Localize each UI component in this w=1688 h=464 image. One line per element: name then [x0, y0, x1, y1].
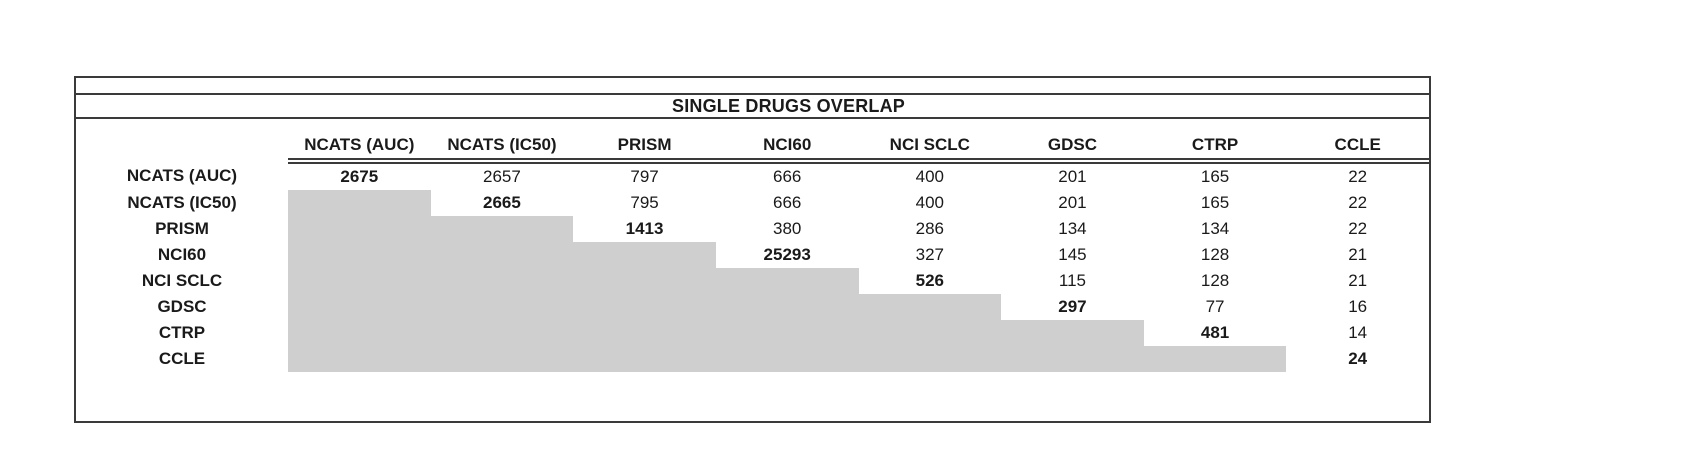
table-row-nci60: NCI60 25293 327 145 128 21: [76, 242, 1429, 268]
matrix-header-row: NCATS (AUC) NCATS (IC50) PRISM NCI60 NCI SCL…: [76, 131, 1429, 164]
matrix-body: NCATS (AUC) 2675 2657 797 666 400 201 165 22 NCAT…: [76, 161, 1429, 372]
matrix-cell: 22: [1348, 219, 1368, 238]
overlap-matrix: NCATS (AUC) NCATS (IC50) PRISM NCI60 NCI SCL…: [76, 131, 1429, 372]
empty-top-band: [76, 78, 1429, 95]
matrix-cell: [858, 294, 1002, 320]
matrix-cell: 2675: [340, 167, 379, 186]
matrix-cell: 666: [773, 167, 802, 186]
matrix-cell: [288, 216, 431, 242]
column-header-nci-sclc: NCI SCLC: [858, 131, 1002, 164]
matrix-cell: 115: [1058, 271, 1086, 290]
matrix-cell: 400: [915, 193, 944, 212]
matrix-cell: [858, 346, 1002, 372]
matrix-cell: [430, 294, 574, 320]
matrix-cell: [715, 294, 859, 320]
matrix-cell: [573, 320, 716, 346]
matrix-cell: [288, 320, 431, 346]
column-header-ncats-ic50: NCATS (IC50): [430, 131, 574, 164]
matrix-cell: 77: [1205, 297, 1225, 316]
matrix-cell: [1001, 320, 1144, 346]
matrix-cell: [573, 242, 716, 268]
matrix-cell: 165: [1200, 167, 1230, 186]
matrix-cell: 22: [1348, 193, 1368, 212]
matrix-cell: 25293: [763, 245, 811, 264]
table-row-prism: PRISM 1413 380 286 134 134 22: [76, 216, 1429, 242]
row-label-gdsc: GDSC: [157, 297, 207, 316]
matrix-cell: 201: [1058, 167, 1087, 186]
matrix-cell: [573, 268, 716, 294]
matrix-cell: 2665: [483, 193, 521, 212]
single-drugs-overlap-table: SINGLE DRUGS OVERLAP NCATS (AUC) NCATS (I…: [74, 76, 1431, 423]
matrix-cell: 380: [773, 219, 802, 238]
matrix-cell: 21: [1348, 245, 1368, 264]
row-label-ncats-auc: NCATS (AUC): [126, 165, 238, 185]
table-title-row: SINGLE DRUGS OVERLAP: [76, 95, 1429, 119]
table-row-ncats-auc: NCATS (AUC) 2675 2657 797 666 400 201 165 22: [76, 161, 1429, 190]
row-label-ctrp: CTRP: [158, 323, 206, 342]
matrix-cell: 134: [1200, 219, 1230, 238]
matrix-cell: [715, 346, 859, 372]
table-row-ctrp: CTRP 481 14: [76, 320, 1429, 346]
table-row-ccle: CCLE 24: [76, 346, 1429, 372]
column-header-ctrp: CTRP: [1143, 131, 1287, 164]
matrix-cell: [288, 346, 431, 372]
matrix-cell: 400: [915, 167, 944, 186]
matrix-cell: 526: [915, 271, 944, 290]
table-row-gdsc: GDSC 297 77 16: [76, 294, 1429, 320]
matrix-cell: 286: [915, 219, 944, 238]
matrix-cell: [288, 242, 431, 268]
matrix-area: NCATS (AUC) NCATS (IC50) PRISM NCI60 NCI SCL…: [76, 119, 1429, 372]
header-row: NCATS (AUC) NCATS (IC50) PRISM NCI60 NCI SCL…: [76, 131, 1429, 164]
matrix-cell: 1413: [625, 219, 664, 238]
table-row-nci-sclc: NCI SCLC 526 115 128 21: [76, 268, 1429, 294]
matrix-cell: 797: [630, 167, 659, 186]
matrix-cell: 327: [915, 245, 944, 264]
matrix-cell: 145: [1058, 245, 1087, 264]
matrix-cell: [858, 320, 1002, 346]
matrix-cell: 165: [1200, 193, 1230, 212]
matrix-cell: [430, 268, 574, 294]
matrix-cell: [715, 320, 859, 346]
matrix-cell: [430, 242, 574, 268]
matrix-cell: 128: [1200, 245, 1230, 264]
matrix-cell: 2657: [483, 167, 521, 186]
matrix-cell: [1143, 346, 1287, 372]
matrix-cell: [573, 294, 716, 320]
matrix-cell: [430, 346, 574, 372]
matrix-cell: 21: [1348, 271, 1368, 290]
column-header-prism: PRISM: [573, 131, 716, 164]
row-label-nci60: NCI60: [157, 245, 207, 264]
matrix-cell: 666: [773, 193, 802, 212]
matrix-cell: 297: [1058, 297, 1087, 316]
table-row-ncats-ic50: NCATS (IC50) 2665 795 666 400 201 165 22: [76, 190, 1429, 216]
matrix-cell: 128: [1200, 271, 1230, 290]
matrix-cell: 134: [1058, 219, 1087, 238]
matrix-cell: 795: [630, 193, 659, 212]
matrix-cell: [430, 216, 574, 242]
matrix-cell: [573, 346, 716, 372]
column-header-gdsc: GDSC: [1001, 131, 1144, 164]
matrix-cell: [715, 268, 859, 294]
column-header-ncats-auc: NCATS (AUC): [288, 131, 431, 164]
matrix-cell: [288, 294, 431, 320]
matrix-cell: [288, 190, 431, 216]
column-header-nci60: NCI60: [715, 131, 859, 164]
matrix-cell: 201: [1058, 193, 1087, 212]
row-label-ccle: CCLE: [158, 349, 206, 368]
matrix-cell: 22: [1348, 167, 1368, 186]
corner-cell: [76, 131, 288, 161]
matrix-cell: [1001, 346, 1144, 372]
matrix-cell: 481: [1200, 323, 1230, 342]
matrix-cell: 24: [1348, 349, 1368, 368]
matrix-cell: [430, 320, 574, 346]
matrix-cell: 14: [1348, 323, 1368, 342]
row-label-nci-sclc: NCI SCLC: [141, 271, 223, 290]
matrix-cell: 16: [1348, 297, 1368, 316]
row-label-ncats-ic50: NCATS (IC50): [127, 193, 237, 212]
matrix-cell: [288, 268, 431, 294]
table-title: SINGLE DRUGS OVERLAP: [671, 95, 906, 116]
row-label-prism: PRISM: [155, 219, 209, 238]
column-header-ccle: CCLE: [1286, 131, 1429, 164]
